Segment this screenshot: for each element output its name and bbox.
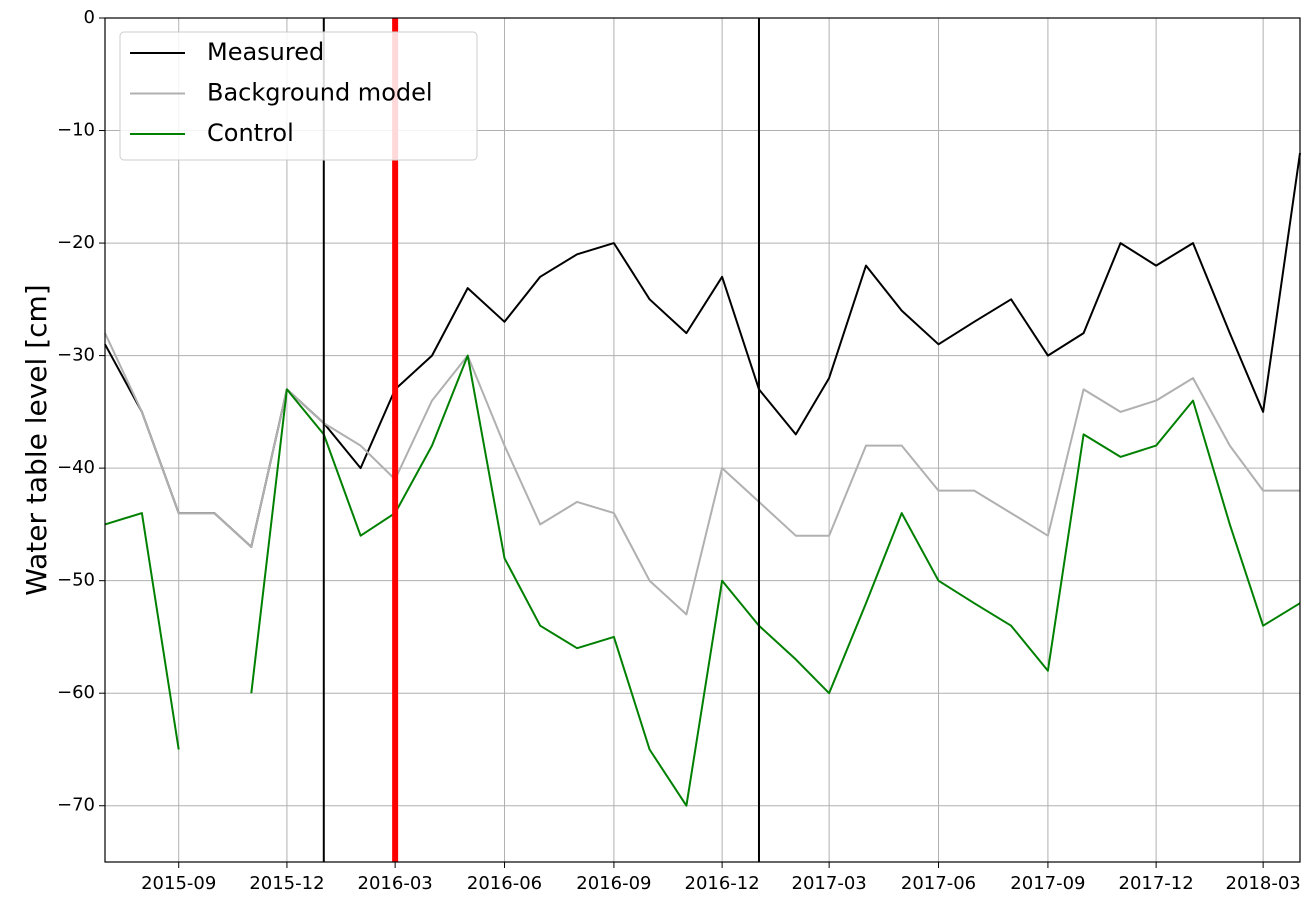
legend-label: Background model — [207, 79, 433, 107]
x-tick-label: 2017-03 — [792, 873, 867, 894]
axes-frame — [104, 17, 1301, 863]
y-tick-label: −60 — [57, 682, 95, 703]
y-tick-label: −70 — [57, 795, 95, 816]
legend: Measured Background model Control — [119, 31, 478, 161]
x-tick-label: 2016-03 — [358, 873, 433, 894]
y-tick-label: −50 — [57, 570, 95, 591]
legend-label: Measured — [207, 38, 324, 66]
series-line — [104, 152, 1301, 548]
x-tick-label: 2017-06 — [901, 873, 976, 894]
legend-label: Control — [207, 119, 294, 147]
x-tick-label: 2016-09 — [576, 873, 651, 894]
y-tick-label: 0 — [84, 7, 95, 28]
axes: −70 −60 −50 −40 −30 −20 −10 0 2015-09 2015-12 2016… — [57, 7, 1301, 894]
x-tick-label: 2017-12 — [1119, 873, 1194, 894]
x-tick-label: 2017-09 — [1010, 873, 1085, 894]
series-line — [104, 354, 1301, 807]
x-tick-label: 2016-12 — [685, 873, 760, 894]
y-tick-label: −40 — [57, 457, 95, 478]
series-line — [104, 332, 1300, 616]
x-tick-label: 2018-03 — [1226, 873, 1301, 894]
y-axis-label: Water table level [cm] — [20, 284, 53, 596]
x-tick-label: 2016-06 — [467, 873, 542, 894]
legend-box — [119, 31, 478, 161]
y-tick-label: −20 — [57, 232, 95, 253]
x-tick-label: 2015-09 — [141, 873, 216, 894]
y-tick-label: −10 — [57, 120, 95, 141]
y-tick-label: −30 — [57, 345, 95, 366]
x-tick-label: 2015-12 — [249, 873, 324, 894]
